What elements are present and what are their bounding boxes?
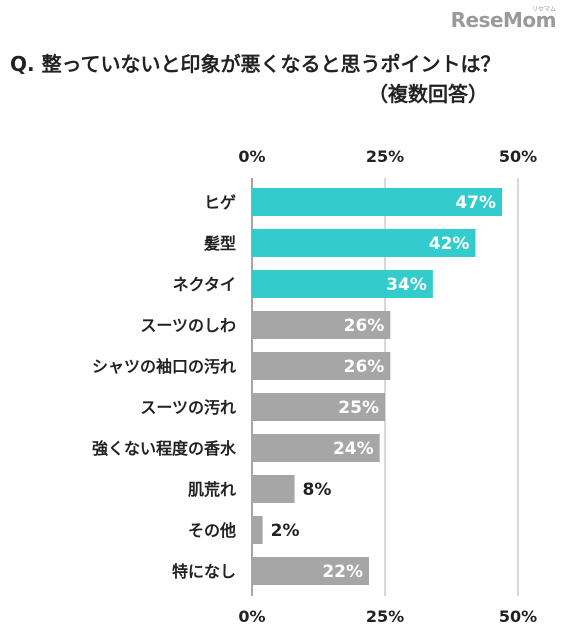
category-label-2: ネクタイ xyxy=(173,275,236,294)
category-label-0: ヒゲ xyxy=(204,193,236,212)
bar-4 xyxy=(252,352,391,380)
value-label-2: 34% xyxy=(386,275,427,295)
value-label-3: 26% xyxy=(344,316,385,336)
value-label-6: 24% xyxy=(333,439,374,459)
chart-title: Q. 整っていないと印象が悪くなると思うポイントは？ xyxy=(10,52,501,76)
value-label-5: 25% xyxy=(338,398,379,418)
value-label-1: 42% xyxy=(429,234,470,254)
resemom-logo: ReseMom xyxy=(450,8,557,32)
logo-subtext: リセマム xyxy=(531,6,556,13)
tick-label-top-0: 0% xyxy=(238,147,265,166)
category-label-1: 髪型 xyxy=(203,234,236,253)
category-label-7: 肌荒れ xyxy=(188,480,236,499)
value-label-9: 22% xyxy=(322,562,363,582)
bar-3 xyxy=(252,311,391,339)
tick-label-bottom-1: 25% xyxy=(366,607,404,626)
bar-5 xyxy=(252,393,385,421)
chart-subtitle: （複数回答） xyxy=(368,82,488,106)
value-label-0: 47% xyxy=(455,193,496,213)
bar-9 xyxy=(252,557,370,585)
value-label-4: 26% xyxy=(344,357,385,377)
bar-2 xyxy=(252,270,433,298)
category-label-5: スーツの汚れ xyxy=(140,398,236,417)
bar-6 xyxy=(252,434,380,462)
tick-label-bottom-2: 50% xyxy=(499,607,537,626)
tick-label-bottom-0: 0% xyxy=(238,607,265,626)
bar-7 xyxy=(252,475,295,503)
category-label-3: スーツのしわ xyxy=(140,316,236,335)
tick-label-top-1: 25% xyxy=(366,147,404,166)
bar-0 xyxy=(252,188,503,216)
bar-1 xyxy=(252,229,476,257)
category-label-9: 特になし xyxy=(172,562,236,581)
category-label-6: 強くない程度の香水 xyxy=(92,439,237,458)
category-label-4: シャツの袖口の汚れ xyxy=(92,357,236,376)
category-label-8: その他 xyxy=(188,521,236,540)
value-label-7: 8% xyxy=(303,480,332,500)
value-label-8: 2% xyxy=(271,521,300,541)
bar-8 xyxy=(252,516,263,544)
tick-label-top-2: 50% xyxy=(499,147,537,166)
